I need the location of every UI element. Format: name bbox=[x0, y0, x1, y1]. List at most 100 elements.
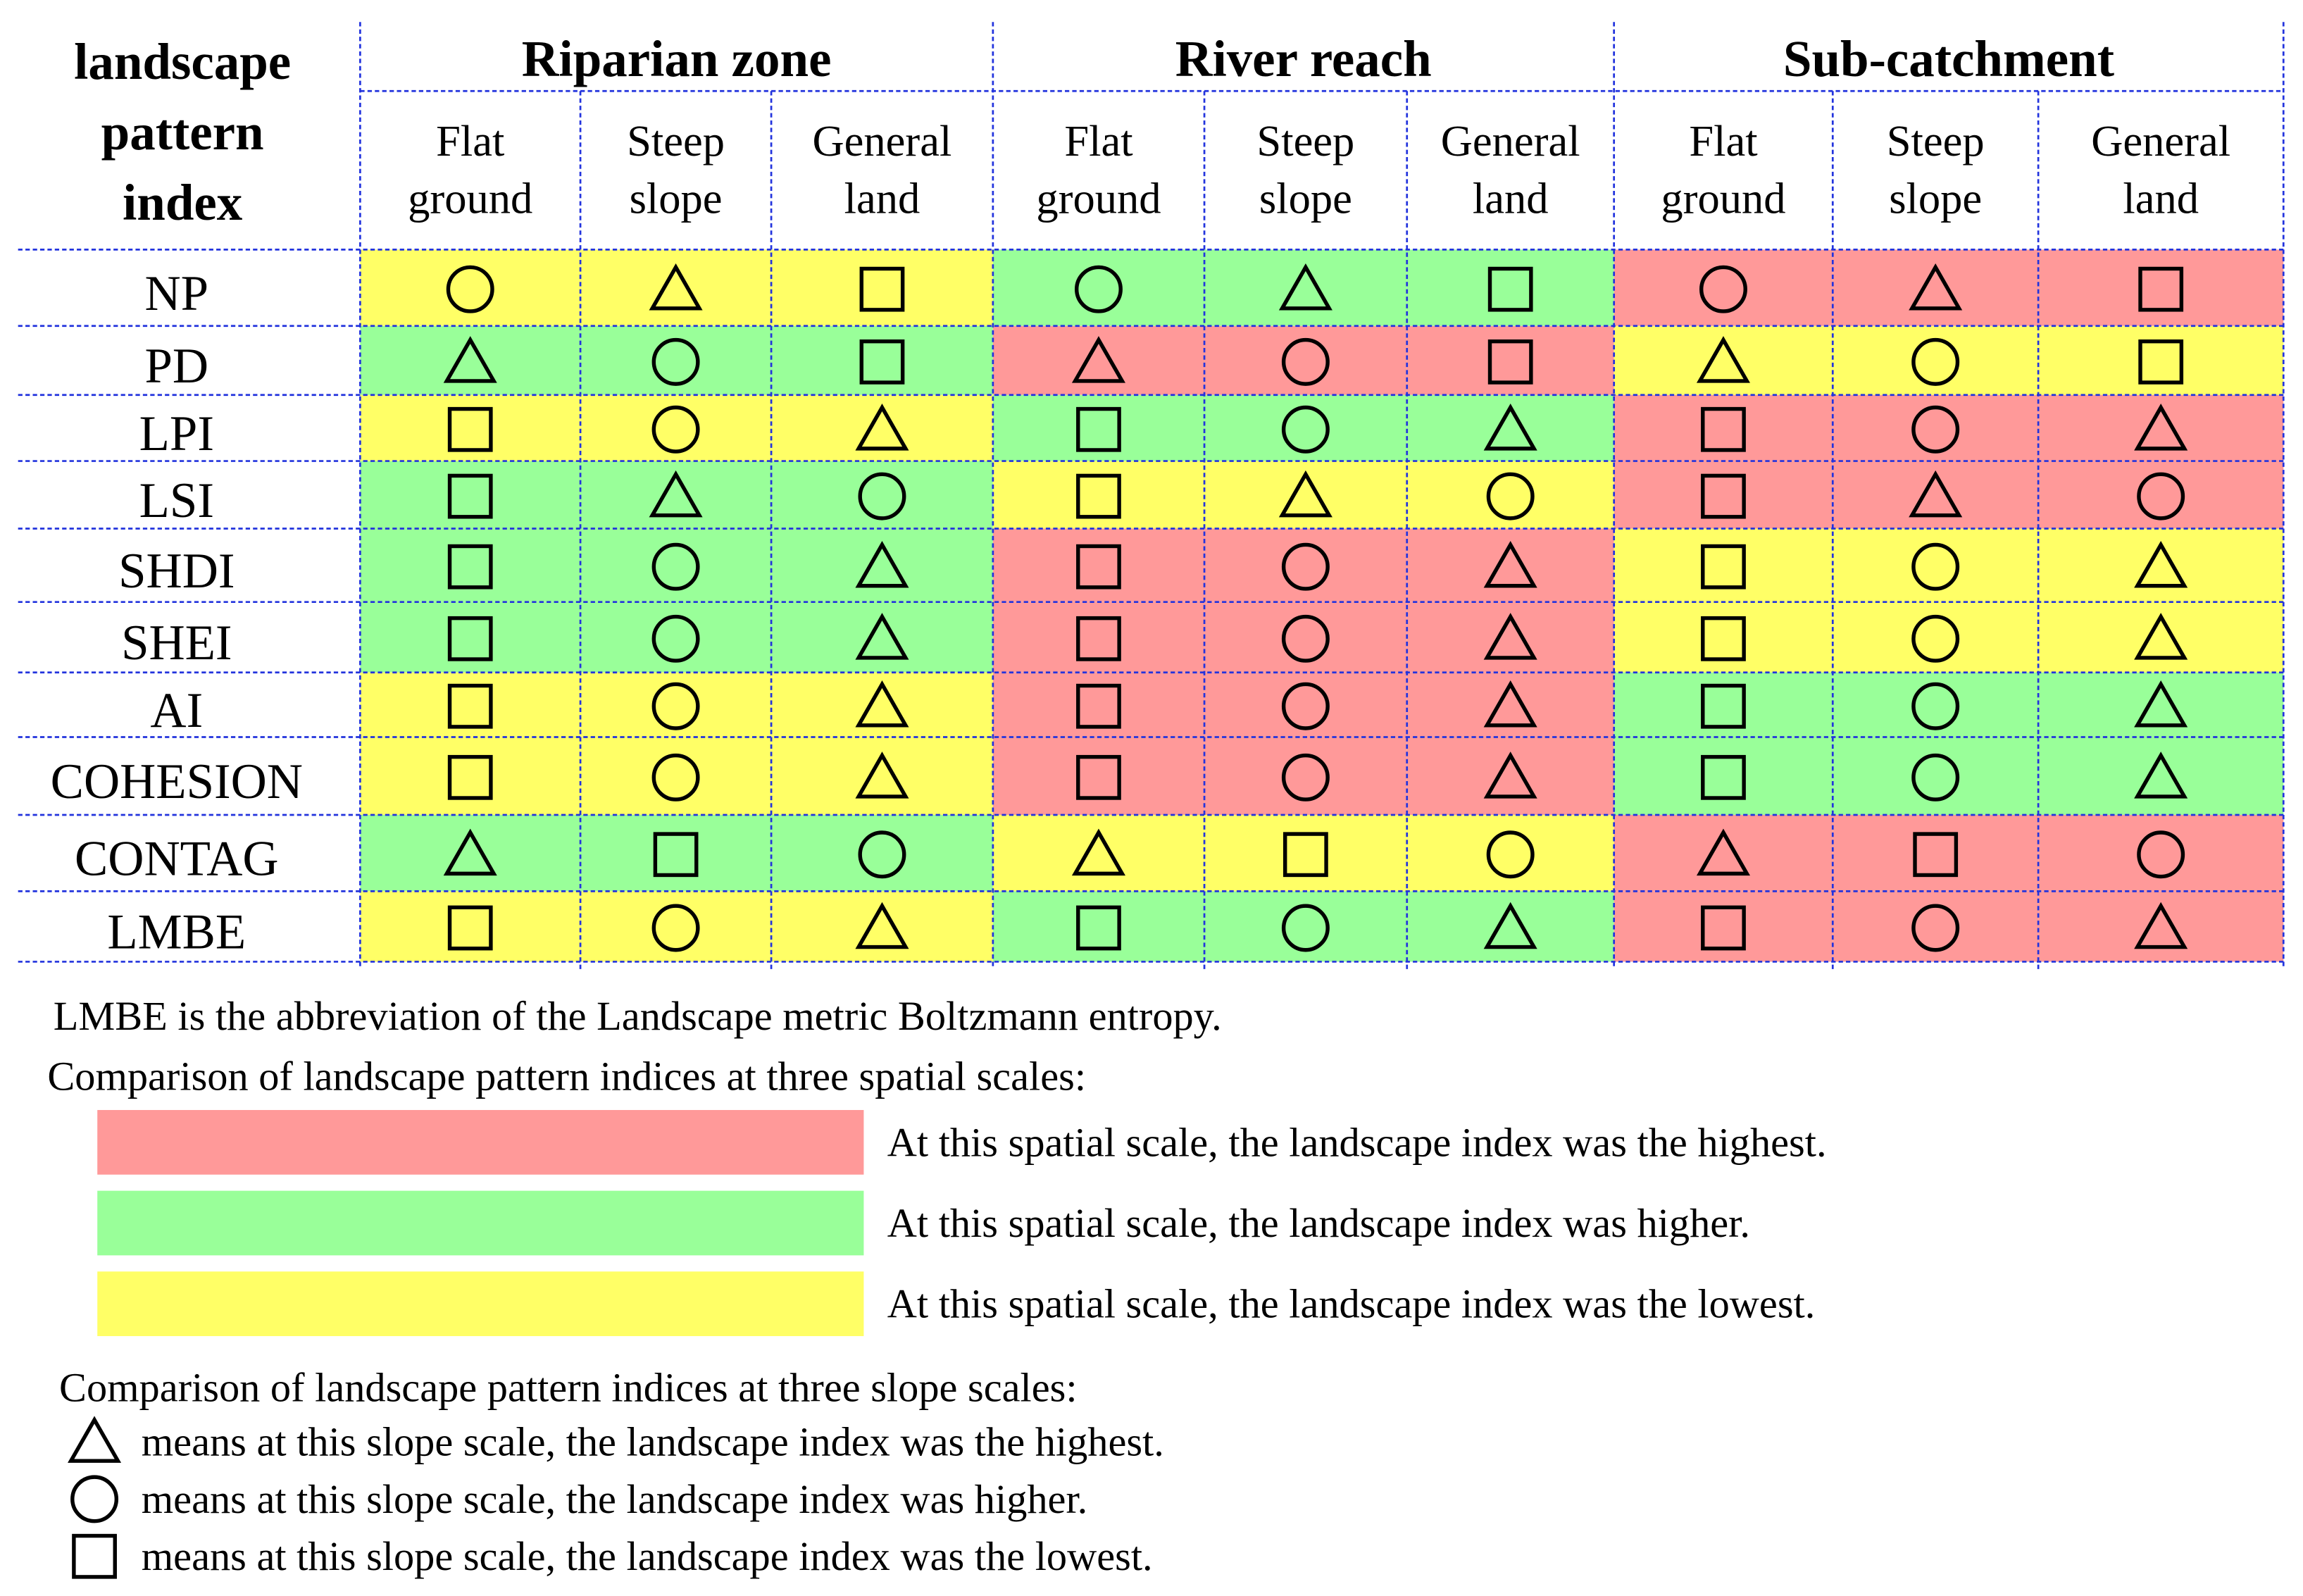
cell-symbol bbox=[1911, 904, 1960, 952]
cell-background bbox=[580, 249, 772, 326]
column-header: ground bbox=[1661, 173, 1785, 223]
column-header: General bbox=[1441, 116, 1580, 166]
legend-title: Comparison of landscape pattern indices … bbox=[59, 1364, 1078, 1410]
row-label: SHEI bbox=[121, 616, 232, 671]
cell-symbol bbox=[1281, 682, 1330, 730]
cell-background bbox=[2038, 249, 2284, 326]
legend-text: means at this slope scale, the landscape… bbox=[142, 1419, 1164, 1465]
cell-background bbox=[992, 814, 1205, 892]
cell-symbol bbox=[651, 405, 700, 454]
cell-symbol bbox=[1278, 470, 1333, 518]
cell-symbol bbox=[1076, 406, 1121, 452]
cell-symbol bbox=[1911, 542, 1960, 591]
cell-background bbox=[1833, 528, 2039, 602]
cell-symbol bbox=[2134, 613, 2188, 660]
cell-background bbox=[360, 249, 581, 326]
legend-swatch bbox=[97, 1271, 864, 1337]
legend-symbol bbox=[70, 1475, 119, 1523]
cell-symbol bbox=[1281, 542, 1330, 591]
cell-background bbox=[2038, 528, 2284, 602]
group-header: Riparian zone bbox=[522, 30, 832, 87]
cell-symbol bbox=[447, 683, 493, 729]
cell-symbol bbox=[855, 540, 909, 588]
cell-symbol bbox=[2134, 540, 2188, 588]
cell-symbol bbox=[1696, 828, 1750, 876]
cell-symbol bbox=[1281, 337, 1330, 386]
column-header: land bbox=[2123, 173, 2199, 223]
cell-background bbox=[580, 737, 772, 815]
cell-symbol bbox=[855, 752, 909, 799]
cell-background bbox=[1204, 528, 1407, 602]
cell-symbol bbox=[1483, 404, 1537, 451]
column-header: Steep bbox=[1887, 116, 1985, 166]
cell-background bbox=[360, 528, 581, 602]
row-label: LPI bbox=[139, 406, 214, 461]
cell-background bbox=[1614, 814, 1833, 892]
cell-symbol bbox=[1278, 263, 1333, 311]
cell-symbol bbox=[1701, 905, 1746, 951]
row-label: COHESION bbox=[51, 754, 303, 809]
row-label: AI bbox=[150, 683, 203, 738]
cell-background bbox=[1406, 814, 1614, 892]
row-label: LSI bbox=[139, 473, 214, 528]
cell-background bbox=[1614, 528, 1833, 602]
cell-symbol bbox=[2138, 266, 2184, 312]
cell-background bbox=[360, 814, 581, 892]
cell-symbol bbox=[1486, 830, 1535, 879]
legend-symbol bbox=[68, 1416, 122, 1463]
cell-symbol bbox=[1699, 265, 1747, 313]
column-header: slope bbox=[1889, 173, 1982, 223]
corner-header: landscape bbox=[74, 33, 291, 90]
cell-symbol bbox=[1911, 682, 1960, 730]
cell-symbol bbox=[1076, 683, 1121, 729]
cell-background bbox=[992, 601, 1205, 673]
cell-symbol bbox=[855, 902, 909, 949]
corner-header: index bbox=[123, 174, 243, 231]
cell-symbol bbox=[2134, 404, 2188, 451]
cell-symbol bbox=[1701, 754, 1746, 800]
cell-symbol bbox=[1076, 473, 1121, 519]
cell-symbol bbox=[858, 830, 906, 879]
group-header: Sub-catchment bbox=[1783, 30, 2114, 87]
cell-symbol bbox=[1911, 405, 1960, 454]
legend-text: At this spatial scale, the landscape ind… bbox=[887, 1200, 1750, 1246]
row-label: SHDI bbox=[118, 544, 235, 599]
cell-symbol bbox=[651, 542, 700, 591]
cell-symbol bbox=[651, 614, 700, 663]
column-header: Steep bbox=[1256, 116, 1354, 166]
cell-symbol bbox=[1483, 902, 1537, 949]
cell-symbol bbox=[447, 473, 493, 519]
group-header: River reach bbox=[1175, 30, 1432, 87]
cell-symbol bbox=[1696, 336, 1750, 383]
legend-text: means at this slope scale, the landscape… bbox=[142, 1533, 1153, 1579]
cell-background bbox=[992, 891, 1205, 962]
cell-background bbox=[1833, 249, 2039, 326]
cell-symbol bbox=[447, 905, 493, 951]
cell-symbol bbox=[855, 680, 909, 728]
cell-background bbox=[1406, 249, 1614, 326]
cell-symbol bbox=[447, 616, 493, 661]
column-header: General bbox=[2091, 116, 2230, 166]
cell-symbol bbox=[443, 336, 497, 383]
cell-symbol bbox=[1076, 754, 1121, 800]
cell-symbol bbox=[1076, 544, 1121, 590]
cell-symbol bbox=[1913, 832, 1959, 878]
legend-symbol bbox=[72, 1533, 117, 1579]
cell-background bbox=[1614, 737, 1833, 815]
legend-title: Comparison of landscape pattern indices … bbox=[47, 1054, 1086, 1099]
cell-background bbox=[360, 737, 581, 815]
cell-symbol bbox=[2137, 830, 2185, 879]
cell-symbol bbox=[447, 406, 493, 452]
cell-background bbox=[1614, 891, 1833, 962]
cell-symbol bbox=[649, 263, 703, 311]
row-label: CONTAG bbox=[75, 832, 279, 887]
column-header: slope bbox=[630, 173, 723, 223]
column-header: ground bbox=[1036, 173, 1161, 223]
cell-background bbox=[771, 814, 993, 892]
column-header: slope bbox=[1259, 173, 1352, 223]
column-header: land bbox=[844, 173, 920, 223]
cell-symbol bbox=[1701, 616, 1746, 661]
cell-background bbox=[1833, 814, 2039, 892]
cell-background bbox=[771, 528, 993, 602]
